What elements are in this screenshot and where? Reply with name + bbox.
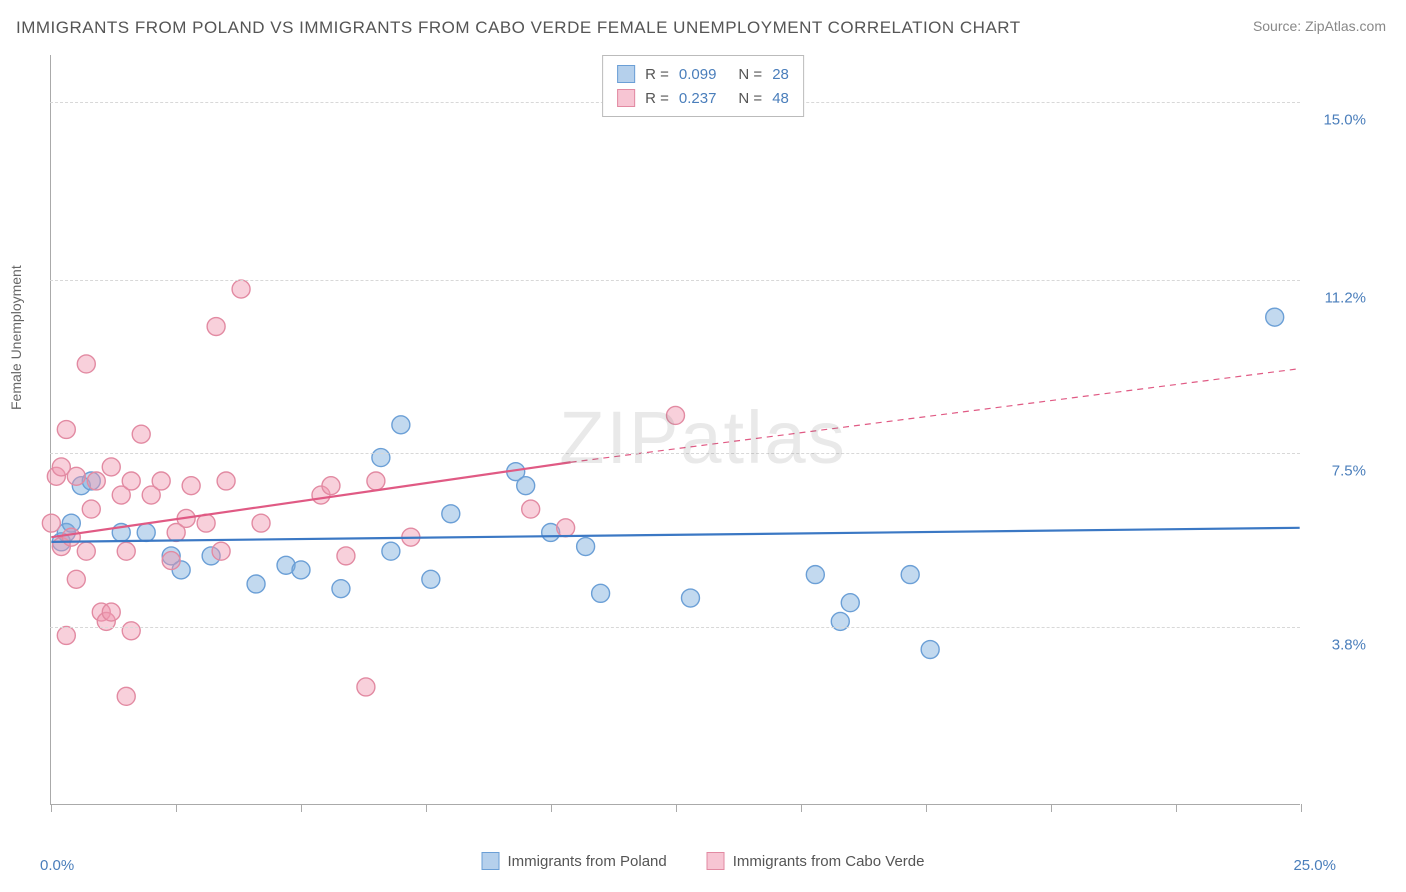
data-point (577, 538, 595, 556)
data-point (162, 552, 180, 570)
y-tick-label: 11.2% (1325, 290, 1366, 307)
data-point (252, 514, 270, 532)
legend-label-caboverde: Immigrants from Cabo Verde (733, 853, 925, 870)
x-tick (1176, 804, 1177, 812)
source-attribution: Source: ZipAtlas.com (1253, 18, 1386, 34)
data-point (137, 523, 155, 541)
data-point (681, 589, 699, 607)
data-point (132, 425, 150, 443)
data-point (102, 603, 120, 621)
data-point (392, 416, 410, 434)
data-point (212, 542, 230, 560)
x-tick (1051, 804, 1052, 812)
x-tick (176, 804, 177, 812)
swatch-poland-icon (482, 852, 500, 870)
data-point (62, 528, 80, 546)
data-point (337, 547, 355, 565)
legend-row-caboverde: R = 0.237 N = 48 (617, 86, 789, 110)
x-tick (301, 804, 302, 812)
x-tick (801, 804, 802, 812)
data-point (232, 280, 250, 298)
data-point (122, 472, 140, 490)
x-tick-min: 0.0% (40, 857, 74, 874)
data-point (517, 477, 535, 495)
swatch-caboverde-icon (707, 852, 725, 870)
data-point (122, 622, 140, 640)
r-value-caboverde: 0.237 (679, 90, 717, 107)
data-point (207, 318, 225, 336)
gridline (50, 627, 1300, 628)
data-point (806, 566, 824, 584)
data-point (921, 641, 939, 659)
data-point (57, 626, 75, 644)
n-label: N = (738, 66, 762, 83)
plot-area (50, 55, 1300, 805)
x-tick (1301, 804, 1302, 812)
data-point (82, 500, 100, 518)
y-tick-label: 7.5% (1332, 463, 1366, 480)
n-value-poland: 28 (772, 66, 789, 83)
data-point (247, 575, 265, 593)
data-point (901, 566, 919, 584)
n-value-caboverde: 48 (772, 90, 789, 107)
y-tick-label: 15.0% (1323, 111, 1366, 128)
x-tick (676, 804, 677, 812)
data-point (557, 519, 575, 537)
data-point (841, 594, 859, 612)
swatch-caboverde (617, 89, 635, 107)
data-point (182, 477, 200, 495)
x-tick (926, 804, 927, 812)
gridline (50, 280, 1300, 281)
r-label: R = (645, 90, 669, 107)
correlation-legend: R = 0.099 N = 28 R = 0.237 N = 48 (602, 55, 804, 117)
x-tick (426, 804, 427, 812)
data-point (292, 561, 310, 579)
data-point (102, 458, 120, 476)
data-point (422, 570, 440, 588)
r-value-poland: 0.099 (679, 66, 717, 83)
data-point (57, 421, 75, 439)
x-tick-max: 25.0% (1293, 857, 1336, 874)
data-point (367, 472, 385, 490)
legend-item-poland: Immigrants from Poland (482, 852, 667, 870)
swatch-poland (617, 65, 635, 83)
data-point (117, 542, 135, 560)
data-point (667, 406, 685, 424)
gridline (50, 453, 1300, 454)
data-point (382, 542, 400, 560)
legend-item-caboverde: Immigrants from Cabo Verde (707, 852, 925, 870)
data-point (332, 580, 350, 598)
series-legend: Immigrants from Poland Immigrants from C… (482, 852, 925, 870)
chart-title: IMMIGRANTS FROM POLAND VS IMMIGRANTS FRO… (16, 18, 1021, 38)
data-point (372, 449, 390, 467)
data-point (77, 355, 95, 373)
data-point (77, 542, 95, 560)
data-point (592, 584, 610, 602)
y-axis-label: Female Unemployment (8, 265, 24, 410)
x-tick (51, 804, 52, 812)
data-point (42, 514, 60, 532)
data-point (522, 500, 540, 518)
data-point (117, 687, 135, 705)
data-point (357, 678, 375, 696)
trend-line-poland (51, 528, 1299, 542)
data-point (67, 467, 85, 485)
data-point (217, 472, 235, 490)
data-point (322, 477, 340, 495)
legend-label-poland: Immigrants from Poland (508, 853, 667, 870)
data-point (67, 570, 85, 588)
legend-row-poland: R = 0.099 N = 28 (617, 62, 789, 86)
chart-svg (51, 55, 1300, 804)
y-tick-label: 3.8% (1332, 636, 1366, 653)
n-label: N = (738, 90, 762, 107)
data-point (152, 472, 170, 490)
data-point (1266, 308, 1284, 326)
data-point (442, 505, 460, 523)
r-label: R = (645, 66, 669, 83)
x-tick (551, 804, 552, 812)
data-point (87, 472, 105, 490)
